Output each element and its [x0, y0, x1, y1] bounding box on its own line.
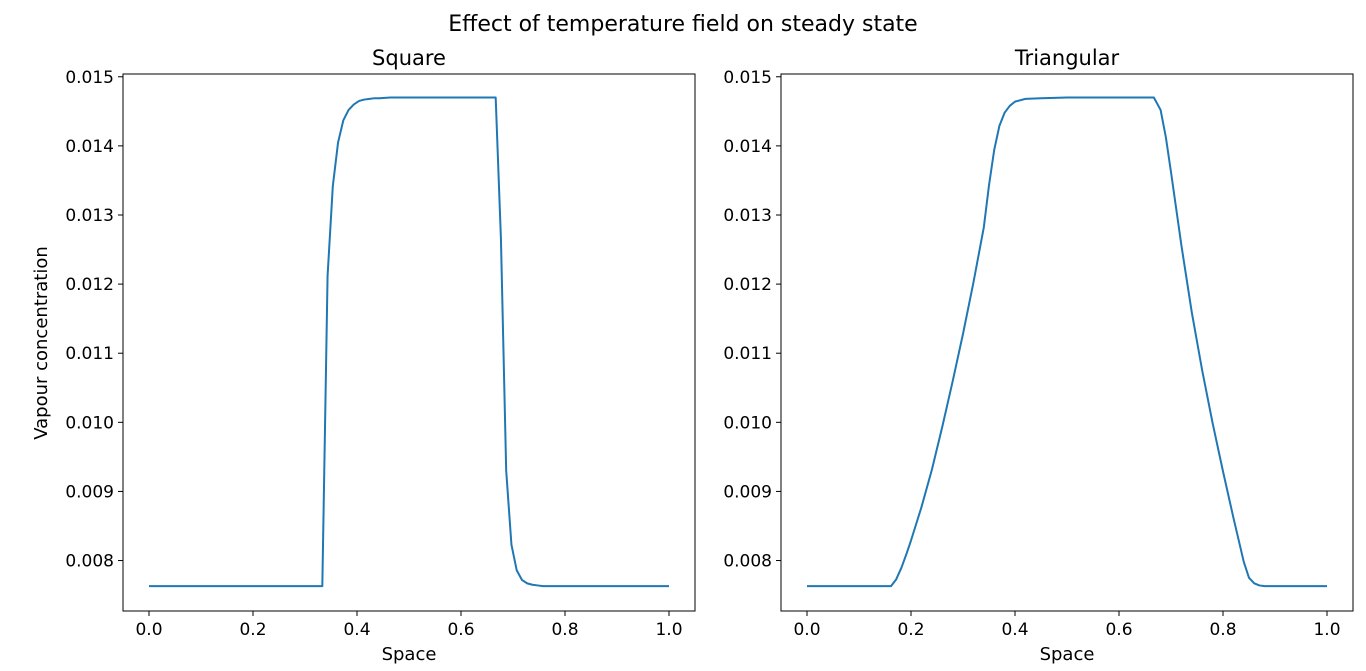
- y-tick-label: 0.008: [65, 552, 114, 572]
- y-tick-label: 0.008: [723, 552, 772, 572]
- x-tick-label: 0.0: [135, 620, 162, 640]
- x-tick-label: 1.0: [1313, 620, 1340, 640]
- subplot-triangular: Triangular Space 0.0 0.2 0.4 0.6 0.8 1.0 0.00…: [723, 46, 1354, 665]
- y-tick-label: 0.010: [723, 413, 772, 433]
- y-axis-label: Vapour concentration: [31, 246, 52, 440]
- plot-frame: [780, 73, 1354, 612]
- y-tick-label: 0.009: [723, 482, 772, 502]
- subplot-title: Triangular: [1014, 46, 1120, 70]
- y-tick-label: 0.012: [65, 275, 114, 295]
- y-tick-label: 0.015: [723, 68, 772, 88]
- y-tick-label: 0.012: [723, 275, 772, 295]
- x-tick-label: 0.2: [897, 620, 924, 640]
- x-tick-label: 0.8: [551, 620, 578, 640]
- series-line: [149, 96, 669, 588]
- x-tick-label: 0.4: [1001, 620, 1028, 640]
- figure-title: Effect of temperature field on steady st…: [448, 12, 917, 37]
- x-tick-label: 0.2: [239, 620, 266, 640]
- y-tick-label: 0.015: [65, 68, 114, 88]
- x-tick-label: 0.0: [793, 620, 820, 640]
- x-tick-label: 0.6: [1105, 620, 1132, 640]
- subplot-square: Square Space Vapour concentration 0.0 0.2…: [31, 46, 696, 665]
- x-tick-label: 0.8: [1209, 620, 1236, 640]
- y-tick-label: 0.011: [65, 344, 114, 364]
- y-tick-label: 0.009: [65, 482, 114, 502]
- y-tick-label: 0.014: [65, 137, 114, 157]
- y-tick-label: 0.014: [723, 137, 772, 157]
- x-axis-label: Space: [382, 644, 437, 665]
- x-tick-label: 0.6: [447, 620, 474, 640]
- subplot-title: Square: [372, 46, 446, 70]
- plot-frame: [122, 73, 696, 612]
- y-ticks: 0.008 0.009 0.010 0.011 0.012 0.013 0.014 0.015: [65, 68, 123, 572]
- y-tick-label: 0.011: [723, 344, 772, 364]
- x-axis-label: Space: [1040, 644, 1095, 665]
- y-ticks: 0.008 0.009 0.010 0.011 0.012 0.013 0.014 0.015: [723, 68, 781, 572]
- y-tick-label: 0.010: [65, 413, 114, 433]
- x-ticks: 0.0 0.2 0.4 0.6 0.8 1.0: [793, 611, 1341, 640]
- y-tick-label: 0.013: [65, 206, 114, 226]
- x-tick-label: 0.4: [343, 620, 370, 640]
- x-tick-label: 1.0: [655, 620, 682, 640]
- series-line: [807, 96, 1327, 588]
- x-ticks: 0.0 0.2 0.4 0.6 0.8 1.0: [135, 611, 683, 640]
- y-tick-label: 0.013: [723, 206, 772, 226]
